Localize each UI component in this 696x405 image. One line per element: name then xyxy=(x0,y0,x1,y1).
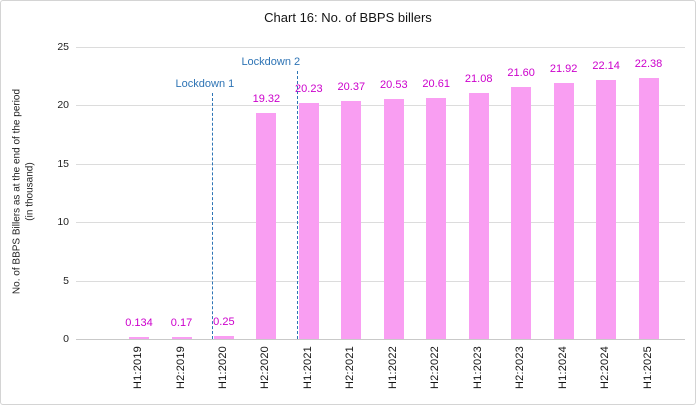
bar-value-label-h2-2024: 22.14 xyxy=(592,60,620,73)
y-tick-label-5: 5 xyxy=(63,274,69,287)
bar-value-label-h1-2025: 22.38 xyxy=(634,57,663,70)
x-axis-label-h1-2025: H1:2025 xyxy=(641,346,654,389)
bar-value-label-h1-2019: 0.134 xyxy=(125,317,153,330)
bar-value-label-h2-2019: 0.17 xyxy=(170,317,193,329)
annotation-label-lockdown-1: Lockdown 1 xyxy=(175,78,235,90)
y-tick-label-25: 25 xyxy=(57,41,69,53)
y-tick-label-0: 0 xyxy=(63,333,69,345)
y-tick-label-15: 15 xyxy=(57,157,69,170)
chart-title: Chart 16: No. of BBPS billers xyxy=(264,10,432,25)
y-axis-title: No. of BBPS Billers as at the end of the… xyxy=(12,42,37,342)
y-tick-label-10: 10 xyxy=(57,216,69,229)
bar-h1-2020 xyxy=(213,336,234,339)
bar-h2-2020 xyxy=(256,113,277,339)
bar-h1-2024 xyxy=(553,83,574,339)
x-axis-label-h1-2019: H1:2019 xyxy=(132,346,144,389)
gridline-20 xyxy=(76,105,685,107)
bar-value-label-h2-2023: 21.60 xyxy=(507,66,535,79)
gridline-5 xyxy=(76,280,685,282)
bar-h1-2022 xyxy=(383,99,404,339)
gridline-25 xyxy=(76,47,685,48)
bar-value-label-h2-2022: 20.61 xyxy=(422,78,450,91)
y-axis-title-line1: No. of BBPS Billers as at the end of the… xyxy=(11,88,23,295)
bar-h2-2022 xyxy=(426,98,447,339)
x-axis-label-h2-2021: H2:2021 xyxy=(344,346,357,389)
x-axis-label-h1-2020: H1:2020 xyxy=(216,346,229,389)
bar-h1-2019 xyxy=(129,337,149,339)
bar-value-label-h1-2024: 21.92 xyxy=(549,63,578,75)
bar-h2-2023 xyxy=(511,86,532,339)
bar-h1-2023 xyxy=(468,92,489,339)
bar-h2-2024 xyxy=(596,80,617,339)
x-axis-label-h2-2019: H2:2019 xyxy=(174,346,187,389)
x-axis-label-h2-2020: H2:2020 xyxy=(259,346,272,389)
bar-h1-2025 xyxy=(638,77,659,339)
bar-value-label-h1-2021: 20.23 xyxy=(295,82,323,95)
x-axis-label-h1-2021: H1:2021 xyxy=(301,346,314,389)
x-axis-label-h1-2023: H1:2023 xyxy=(471,346,484,389)
annotation-line-lockdown-1 xyxy=(211,93,213,339)
x-axis-line xyxy=(76,339,685,340)
annotation-label-lockdown-2: Lockdown 2 xyxy=(241,56,301,68)
bar-h1-2021 xyxy=(298,102,319,339)
bar-h2-2021 xyxy=(341,101,362,339)
y-tick-label-20: 20 xyxy=(57,99,69,112)
x-axis-label-h1-2024: H1:2024 xyxy=(556,346,569,389)
gridline-15 xyxy=(76,163,685,165)
bar-value-label-h1-2023: 21.08 xyxy=(464,72,493,85)
x-axis-label-h2-2022: H2:2022 xyxy=(429,346,442,389)
x-axis-label-h1-2022: H1:2022 xyxy=(386,346,399,389)
bar-h2-2019 xyxy=(171,337,192,339)
annotation-line-lockdown-2 xyxy=(296,71,298,339)
y-axis-title-line2: (in thousand) xyxy=(24,162,35,221)
gridline-10 xyxy=(76,222,685,224)
x-axis-label-h2-2023: H2:2023 xyxy=(514,346,527,389)
bar-value-label-h1-2022: 20.53 xyxy=(380,79,408,92)
bar-value-label-h1-2020: 0.25 xyxy=(213,316,235,329)
bar-value-label-h2-2020: 19.32 xyxy=(252,93,281,106)
bar-value-label-h2-2021: 20.37 xyxy=(337,81,366,94)
x-axis-label-h2-2024: H2:2024 xyxy=(599,346,612,389)
